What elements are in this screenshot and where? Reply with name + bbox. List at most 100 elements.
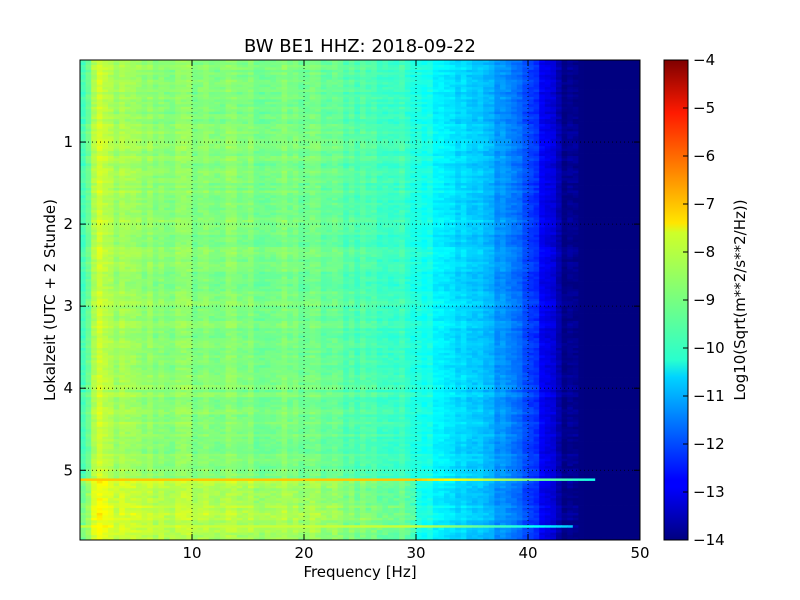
heatmap-cell (399, 133, 406, 137)
heatmap-cell (432, 87, 439, 90)
heatmap-cell (231, 126, 238, 130)
heatmap-cell (242, 67, 249, 71)
heatmap-cell (444, 173, 450, 177)
heatmap-cell (236, 82, 243, 86)
heatmap-cell (494, 114, 501, 118)
heatmap-cell (488, 180, 495, 184)
heatmap-cell (410, 168, 417, 172)
heatmap-cell (472, 64, 478, 68)
heatmap-cell (348, 96, 355, 100)
heatmap-cell (522, 77, 529, 81)
heatmap-cell (326, 87, 333, 90)
heatmap-cell (158, 170, 165, 174)
heatmap-cell (404, 126, 411, 130)
heatmap-cell (180, 178, 187, 182)
heatmap-cell (141, 158, 148, 162)
heatmap-cell (365, 170, 372, 174)
heatmap-cell (388, 131, 394, 135)
heatmap-cell (309, 126, 316, 130)
heatmap-cell (360, 178, 366, 182)
heatmap-cell (102, 143, 109, 147)
heatmap-cell (421, 119, 428, 122)
heatmap-cell (164, 143, 170, 147)
heatmap-cell (561, 165, 568, 169)
heatmap-cell (533, 60, 540, 63)
heatmap-cell (214, 77, 221, 81)
heatmap-cell (421, 106, 428, 110)
heatmap-cell (623, 131, 630, 135)
heatmap-cell (298, 163, 305, 167)
heatmap-cell (382, 64, 389, 68)
heatmap-cell (102, 160, 109, 164)
heatmap-cell (606, 173, 613, 177)
heatmap-cell (416, 67, 422, 71)
heatmap-cell (561, 74, 568, 78)
heatmap-cell (628, 99, 635, 103)
heatmap-cell (595, 131, 602, 135)
heatmap-cell (539, 109, 546, 113)
heatmap-cell (427, 77, 434, 81)
heatmap-cell (298, 74, 305, 78)
heatmap-cell (449, 60, 456, 63)
heatmap-cell (444, 60, 450, 63)
heatmap-cell (500, 74, 506, 78)
heatmap-cell (231, 116, 238, 120)
heatmap-cell (483, 99, 490, 103)
heatmap-cell (80, 153, 86, 157)
heatmap-cell (292, 116, 299, 120)
heatmap-cell (634, 128, 640, 132)
heatmap-cell (399, 151, 406, 154)
heatmap-cell (365, 158, 372, 162)
heatmap-cell (343, 141, 350, 145)
heatmap-cell (259, 131, 266, 135)
heatmap-cell (561, 79, 568, 83)
heatmap-cell (634, 143, 640, 147)
heatmap-cell (449, 74, 456, 78)
heatmap-cell (477, 99, 484, 103)
heatmap-cell (332, 64, 338, 68)
heatmap-cell (326, 96, 333, 100)
heatmap-cell (164, 116, 170, 120)
heatmap-cell (427, 84, 434, 88)
heatmap-cell (315, 99, 322, 103)
heatmap-cell (332, 128, 338, 132)
heatmap-cell (606, 94, 613, 98)
heatmap-cell (550, 79, 557, 83)
heatmap-cell (404, 178, 411, 182)
heatmap-cell (264, 170, 271, 174)
heatmap-cell (572, 170, 579, 174)
heatmap-cell (460, 109, 467, 113)
heatmap-cell (287, 69, 294, 73)
heatmap-cell (80, 175, 86, 179)
heatmap-cell (628, 126, 635, 130)
heatmap-cell (528, 111, 534, 115)
heatmap-cell (281, 60, 288, 63)
heatmap-cell (360, 82, 366, 86)
heatmap-cell (533, 170, 540, 174)
heatmap-cell (130, 60, 137, 63)
heatmap-cell (354, 136, 361, 140)
heatmap-cell (595, 165, 602, 169)
heatmap-cell (432, 64, 439, 68)
heatmap-cell (164, 136, 170, 140)
heatmap-cell (421, 170, 428, 174)
heatmap-cell (292, 114, 299, 118)
heatmap-cell (606, 163, 613, 167)
heatmap-cell (623, 69, 630, 73)
heatmap-cell (158, 143, 165, 147)
heatmap-cell (421, 136, 428, 140)
heatmap-cell (208, 175, 215, 179)
heatmap-cell (85, 64, 92, 68)
heatmap-cell (248, 114, 254, 118)
heatmap-cell (589, 163, 596, 167)
heatmap-cell (180, 99, 187, 103)
heatmap-cell (85, 124, 92, 127)
heatmap-cell (315, 141, 322, 145)
heatmap-cell (292, 99, 299, 103)
heatmap-cell (158, 79, 165, 83)
heatmap-cell (85, 126, 92, 130)
heatmap-cell (320, 96, 327, 100)
heatmap-cell (572, 126, 579, 130)
heatmap-cell (96, 77, 103, 81)
heatmap-cell (472, 116, 478, 120)
